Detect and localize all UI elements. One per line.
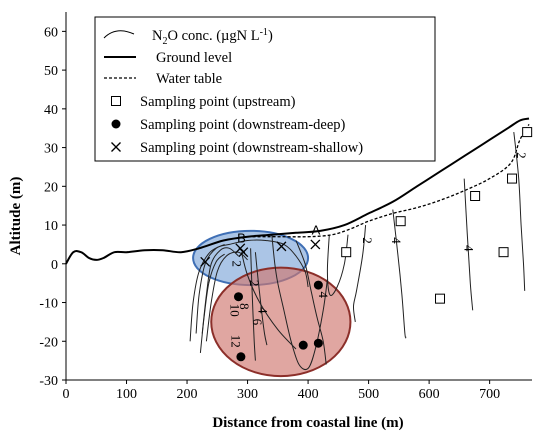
y-tick-label: 20 [44,180,58,195]
contour-line [199,253,225,353]
legend-label-part: N [152,28,163,44]
legend-label-part: 2 [162,36,167,47]
x-tick-label: 100 [116,387,137,402]
legend-label-contour: N2O conc. (µgN L-1) [152,27,273,47]
contour-line [271,234,328,371]
legend-shallow-swatch [111,142,121,152]
contour-value-label: 2 [247,280,262,287]
contour-value-label: 2 [514,152,529,159]
legend-label-shallow: Sampling point (downstream-shallow) [140,140,363,156]
x-tick-label: 0 [63,387,70,402]
contour-value-label: 4 [316,292,331,299]
contour-line [254,252,268,346]
y-axis-title: Altitude (m) [8,177,24,256]
contour-line [326,234,349,296]
contour-line [195,239,309,334]
legend-box [94,16,436,162]
legend-label-water: Water table [156,71,222,87]
downstream-shallow-point [310,239,321,250]
contour-line [189,243,225,342]
upstream-point [435,293,446,304]
y-tick-label: 0 [51,258,58,273]
upstream-point [507,173,518,184]
contour-line [463,178,474,311]
water-table-line [247,123,530,238]
contour-line [250,248,256,361]
cross-stroke [111,142,121,152]
contour-line [295,240,327,365]
contour-value-label: 10 [227,304,242,317]
downstream-deep-point [313,338,323,348]
profile-lines [65,117,530,265]
contour-value-label: 4 [389,237,404,244]
contour-line [392,209,407,339]
legend: N2O conc. (µgN L-1) Ground level Water tab… [94,16,436,162]
contour-line [513,132,526,291]
legend-label-deep: Sampling point (downstream-deep) [140,117,346,133]
y-tick-label: 10 [44,219,58,234]
contour-value-label: 4 [461,245,476,252]
x-tick-label: 600 [419,387,440,402]
y-tick-label: 30 [44,142,58,157]
cross-stroke [200,256,211,267]
contour-value-label: 12 [228,335,243,348]
downstream-deep-point [236,352,246,362]
x-tick-label: 700 [479,387,500,402]
y-tick-label: 60 [44,25,58,40]
downstream-shallow-point [238,247,249,258]
contour-line [241,252,297,350]
point-annotation-B: B [237,230,246,245]
downstream-deep-point [298,340,308,350]
x-axis-title: Distance from coastal line (m) [212,415,403,431]
contour-value-label: 4 [256,307,271,314]
legend-label-part: ) [268,28,273,44]
upstream-point [395,216,406,227]
contour-line [205,251,248,342]
legend-contour-swatch [103,30,135,39]
x-tick-label: 400 [298,387,319,402]
legend-deep-swatch [111,119,121,129]
x-tick-label: 200 [177,387,198,402]
downstream-shallow-point [276,241,287,252]
upstream-point [341,247,352,258]
legend-label-upstream: Sampling point (upstream) [140,94,296,110]
x-tick-label: 300 [237,387,258,402]
cross-stroke [310,239,321,250]
upstream-point [498,247,509,258]
sampling-points [200,127,533,362]
legend-label-ground: Ground level [156,50,232,66]
legend-label-part: O conc. (µgN L [167,28,259,44]
x-tick-label: 500 [358,387,379,402]
upstream-point [522,127,533,138]
legend-upstream-swatch [111,96,121,106]
contour-value-label: 2 [360,237,375,244]
y-tick-label: -30 [39,374,58,389]
y-tick-label: 50 [44,64,58,79]
cross-stroke [238,247,249,258]
y-tick-label: -10 [39,297,58,312]
chart-labels: 4 2 108 12 6 2 4 2 4 4 2 A B [227,152,529,348]
contour-lines [189,132,526,371]
highlight-regions [192,229,352,378]
deep-zone-ellipse [210,266,352,378]
y-tick-label: 40 [44,103,58,118]
contour-value-label: 2 [230,261,245,268]
upstream-point [470,191,481,201]
downstream-shallow-point [200,256,211,267]
point-annotation-A: A [312,223,321,238]
cross-stroke [276,241,287,252]
contour-value-label: 6 [250,319,265,326]
downstream-deep-point [313,280,323,290]
contour-line [352,225,367,322]
legend-label-part: -1 [260,27,268,38]
downstream-deep-point [233,292,243,302]
y-tick-label: -20 [39,335,58,350]
contour-value-label: 8 [237,303,252,310]
